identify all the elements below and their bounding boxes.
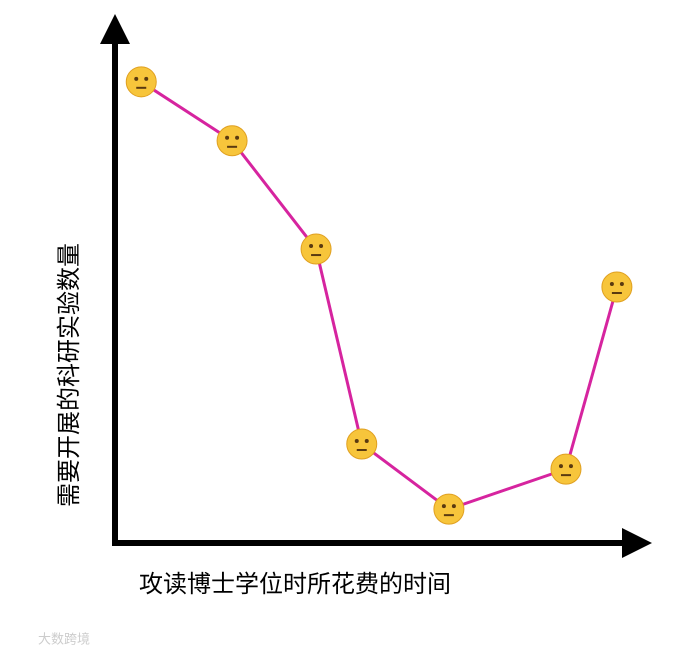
marker-eye <box>354 438 359 443</box>
point-marker <box>216 125 248 157</box>
watermark: 大数跨境 <box>38 633 90 648</box>
point-marker <box>550 453 582 485</box>
marker-eye <box>441 504 446 509</box>
marker-eye <box>319 244 324 249</box>
point-marker <box>300 233 332 265</box>
point-marker <box>346 428 378 460</box>
marker-eye <box>558 464 563 469</box>
marker-eye <box>364 438 369 443</box>
marker-eye <box>144 76 149 81</box>
x-axis-label: 攻读博士学位时所花费的时间 <box>139 570 451 598</box>
marker-eye <box>619 282 624 287</box>
marker-eye <box>609 282 614 287</box>
point-marker <box>433 493 465 525</box>
data-line <box>140 80 619 511</box>
marker-eye <box>134 76 139 81</box>
marker-eye <box>309 244 314 249</box>
y-axis-label: 需要开展的科研实验数量 <box>55 243 83 507</box>
point-marker <box>125 66 157 98</box>
point-marker <box>601 271 633 303</box>
marker-eye <box>235 135 240 140</box>
y-axis-arrow <box>100 14 130 44</box>
marker-eye <box>451 504 456 509</box>
marker-eye <box>225 135 230 140</box>
x-axis-arrow <box>622 528 652 558</box>
marker-eye <box>568 464 573 469</box>
